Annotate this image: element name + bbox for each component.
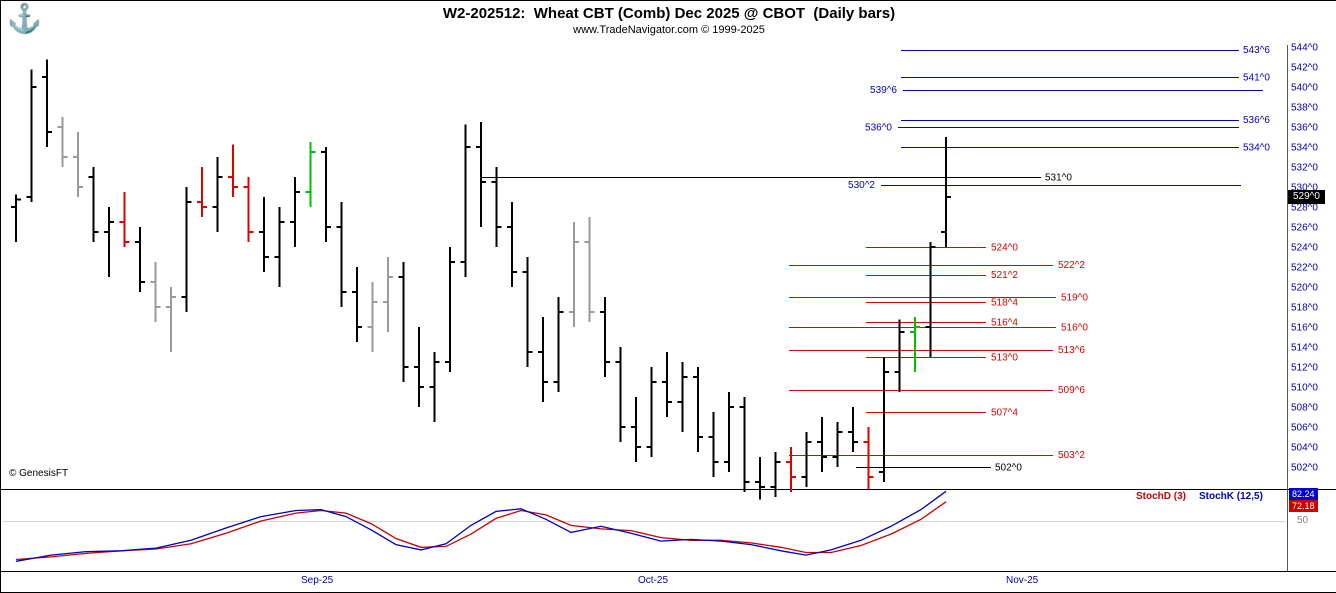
price-level-label: 536^6 (1243, 115, 1270, 126)
price-level-label: 543^6 (1243, 45, 1270, 56)
chart-subtitle: www.TradeNavigator.com © 1999-2025 (573, 24, 765, 36)
price-level-label: 536^0 (865, 123, 892, 134)
price-axis-tick-label: 502^0 (1291, 463, 1318, 474)
stochk-value-badge: 82.24 (1289, 488, 1318, 500)
price-axis-tick-label: 534^0 (1291, 143, 1318, 154)
price-axis-tick-label: 518^0 (1291, 303, 1318, 314)
chart-title: W2-202512: Wheat CBT (Comb) Dec 2025 @ C… (442, 5, 896, 22)
price-axis-tick-label: 514^0 (1291, 343, 1318, 354)
price-level-label: 513^0 (991, 353, 1018, 364)
price-axis-tick-label: 526^0 (1291, 223, 1318, 234)
price-level-label: 516^0 (1061, 323, 1088, 334)
stochd-value-badge: 72.18 (1289, 500, 1318, 512)
price-level-label: 541^0 (1243, 73, 1270, 84)
stoch-mid-level-label: 50 (1297, 515, 1309, 526)
price-level-label: 539^6 (870, 85, 897, 96)
price-level-label: 530^2 (848, 180, 875, 191)
price-level-label: 522^2 (1058, 260, 1085, 271)
price-axis-tick-label: 524^0 (1291, 243, 1318, 254)
last-price-badge: 529^0 (1288, 190, 1325, 204)
price-level-label: 513^6 (1058, 345, 1085, 356)
price-axis-tick-label: 542^0 (1291, 63, 1318, 74)
x-axis-label-sep25: Sep-25 (301, 575, 334, 586)
price-axis-tick-label: 522^0 (1291, 263, 1318, 274)
price-axis-tick-label: 504^0 (1291, 443, 1318, 454)
price-axis-tick-label: 544^0 (1291, 43, 1318, 54)
stochk-curve (15, 490, 947, 562)
price-axis-tick-label: 508^0 (1291, 403, 1318, 414)
price-level-label: 521^2 (991, 270, 1018, 281)
price-level-label: 524^0 (991, 243, 1018, 254)
x-axis-label-nov25: Nov-25 (1006, 575, 1039, 586)
price-level-label: 518^4 (991, 298, 1018, 309)
price-axis-tick-label: 506^0 (1291, 423, 1318, 434)
price-level-label: 509^6 (1058, 385, 1085, 396)
x-axis-label-oct25: Oct-25 (638, 575, 669, 586)
price-axis-tick-label: 512^0 (1291, 363, 1318, 374)
genesisft-watermark: © GenesisFT (9, 468, 69, 479)
price-level-label: 516^4 (991, 318, 1018, 329)
price-axis-tick-label: 520^0 (1291, 283, 1318, 294)
stochd-curve (15, 501, 947, 561)
price-level-label: 503^2 (1058, 450, 1085, 461)
price-level-label: 502^0 (995, 463, 1022, 474)
genesisft-logo-anchor-icon: ⚓ (7, 3, 42, 34)
stochk-indicator-label[interactable]: StochK (12,5) (1199, 491, 1263, 502)
price-axis-tick-label: 532^0 (1291, 163, 1318, 174)
price-axis-tick-label: 510^0 (1291, 383, 1318, 394)
price-level-label: 519^0 (1061, 293, 1088, 304)
price-axis-tick-label: 538^0 (1291, 103, 1318, 114)
price-axis-tick-label: 528^0 (1291, 203, 1318, 214)
price-axis-tick-label: 540^0 (1291, 83, 1318, 94)
stochd-indicator-label[interactable]: StochD (3) (1136, 491, 1186, 502)
price-level-label: 507^4 (991, 408, 1018, 419)
price-axis-tick-label: 530^0 (1291, 183, 1318, 194)
price-axis-tick-label: 516^0 (1291, 323, 1318, 334)
price-level-label: 531^0 (1045, 173, 1072, 184)
price-level-label: 534^0 (1243, 143, 1270, 154)
price-axis-tick-label: 536^0 (1291, 123, 1318, 134)
